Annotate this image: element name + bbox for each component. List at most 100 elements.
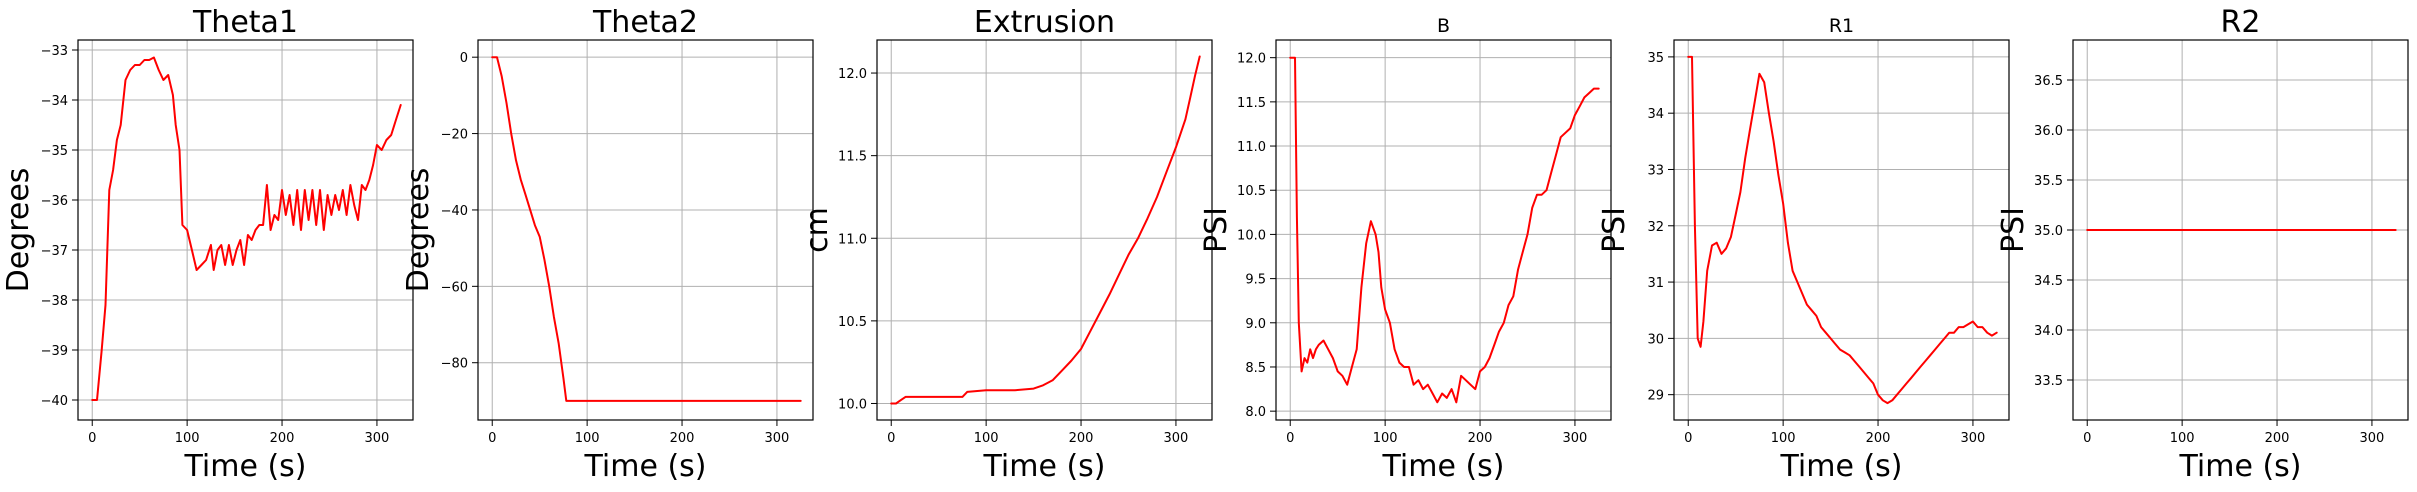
x-tick-label: 100: [1771, 431, 1796, 446]
y-tick-label: −33: [41, 44, 68, 59]
y-tick-label: 35: [1647, 51, 1664, 66]
y-tick-label: 33: [1647, 163, 1664, 178]
x-tick-label: 100: [1373, 431, 1398, 446]
x-tick-label: 300: [365, 431, 390, 446]
plot-frame: [876, 39, 1213, 421]
y-tick-label: 10.0: [1237, 228, 1266, 243]
series-line: [890, 55, 1201, 405]
y-axis-label: PSI: [1996, 207, 2031, 253]
x-axis-label: Time (s): [2179, 449, 2302, 484]
chart-title: Extrusion: [974, 5, 1115, 40]
x-tick-label: 300: [765, 431, 790, 446]
y-tick-label: 11.0: [838, 232, 867, 247]
x-tick-label: 0: [88, 431, 96, 446]
y-tick-label: −34: [41, 94, 68, 109]
chart-title: R1: [1829, 15, 1854, 37]
y-tick-label: 34.0: [2034, 324, 2063, 339]
x-tick-label: 100: [2170, 431, 2195, 446]
x-axis-label: Time (s): [584, 449, 707, 484]
chart-panel-4: 0 100 200 300 8.0 8.5 9.0 9.5 10.0 10.5 11.0 11.5 12…: [1199, 15, 1612, 484]
y-tick-label: 8.0: [1245, 405, 1266, 420]
chart-panel-5: 0 100 200 300 29 30 31 32 33 34 35 R1 Time (s) PSI: [1597, 15, 2010, 484]
y-tick-label: 12.0: [1237, 52, 1266, 67]
x-tick-label: 0: [1286, 431, 1294, 446]
y-tick-label: 10.0: [838, 397, 867, 412]
chart-panel-3: 0 100 200 300 10.0 10.5 11.0 11.5 12.0 Extrusion T…: [800, 5, 1213, 484]
chart-panel-6: 0 100 200 300 33.5 34.0 34.5 35.0 35.5 36.0 36.5 R2…: [1996, 5, 2409, 484]
y-tick-label: 12.0: [838, 67, 867, 82]
x-tick-label: 100: [175, 431, 200, 446]
y-tick-label: 34: [1647, 107, 1664, 122]
x-tick-label: 300: [2360, 431, 2385, 446]
plot-frame: [77, 39, 414, 421]
y-tick-label: −35: [41, 144, 68, 159]
chart-panel-1: 0 100 200 300 −40 −39 −38 −37 −36 −35 −34 −33 Theta1…: [1, 5, 414, 484]
y-tick-label: −40: [441, 204, 468, 219]
y-tick-label: −39: [41, 344, 68, 359]
x-tick-label: 0: [2083, 431, 2091, 446]
plot-frame: [1275, 39, 1612, 421]
y-tick-label: 11.5: [1237, 96, 1266, 111]
x-tick-label: 200: [270, 431, 295, 446]
y-tick-label: −20: [441, 128, 468, 143]
x-tick-label: 200: [670, 431, 695, 446]
series-line: [491, 56, 802, 402]
y-tick-label: 8.5: [1245, 361, 1266, 376]
plot-frame: [477, 39, 814, 421]
y-tick-label: 36.0: [2034, 124, 2063, 139]
y-tick-label: −40: [41, 394, 68, 409]
y-tick-label: 9.5: [1245, 273, 1266, 288]
y-tick-label: 35.5: [2034, 174, 2063, 189]
x-tick-label: 200: [2265, 431, 2290, 446]
chart-title: B: [1437, 15, 1450, 37]
y-tick-label: 34.5: [2034, 274, 2063, 289]
x-axis-label: Time (s): [983, 449, 1106, 484]
chart-title: Theta1: [192, 5, 298, 40]
y-axis-label: Degrees: [1, 168, 36, 293]
y-axis-label: cm: [800, 207, 835, 253]
y-tick-label: −80: [441, 357, 468, 372]
y-tick-label: 35.0: [2034, 224, 2063, 239]
x-tick-label: 300: [1961, 431, 1986, 446]
x-axis-label: Time (s): [184, 449, 307, 484]
chart-panel-2: 0 100 200 300 0 −20 −40 −60 −80 Theta2 Time (s) Deg…: [401, 5, 814, 484]
y-tick-label: −37: [41, 244, 68, 259]
x-tick-label: 200: [1069, 431, 1094, 446]
y-tick-label: 0: [460, 51, 468, 66]
y-tick-label: 32: [1647, 220, 1664, 235]
series-line: [1687, 55, 1998, 405]
plot-frame: [1673, 39, 2010, 421]
x-tick-label: 300: [1164, 431, 1189, 446]
y-axis-label: Degrees: [401, 168, 436, 293]
x-tick-label: 0: [488, 431, 496, 446]
y-tick-label: 11.0: [1237, 140, 1266, 155]
y-tick-label: 10.5: [1237, 184, 1266, 199]
x-tick-label: 100: [575, 431, 600, 446]
y-tick-label: 9.0: [1245, 317, 1266, 332]
series-line: [91, 56, 402, 401]
y-tick-label: 30: [1647, 332, 1664, 347]
y-tick-label: 36.5: [2034, 74, 2063, 89]
x-tick-label: 200: [1866, 431, 1891, 446]
y-tick-label: 33.5: [2034, 374, 2063, 389]
x-axis-label: Time (s): [1780, 449, 1903, 484]
x-axis-label: Time (s): [1382, 449, 1505, 484]
y-axis-label: PSI: [1199, 207, 1234, 253]
y-tick-label: 10.5: [838, 315, 867, 330]
chart-title: R2: [2221, 5, 2261, 40]
x-tick-label: 0: [887, 431, 895, 446]
y-tick-label: −36: [41, 194, 68, 209]
y-tick-label: 31: [1647, 276, 1664, 291]
y-tick-label: −60: [441, 280, 468, 295]
y-tick-label: 29: [1647, 389, 1664, 404]
y-tick-label: −38: [41, 294, 68, 309]
series-line: [1289, 56, 1600, 404]
x-tick-label: 200: [1468, 431, 1493, 446]
x-tick-label: 0: [1684, 431, 1692, 446]
y-tick-label: 11.5: [838, 150, 867, 165]
x-tick-label: 100: [974, 431, 999, 446]
y-axis-label: PSI: [1597, 207, 1632, 253]
chart-title: Theta2: [592, 5, 698, 40]
x-tick-label: 300: [1563, 431, 1588, 446]
